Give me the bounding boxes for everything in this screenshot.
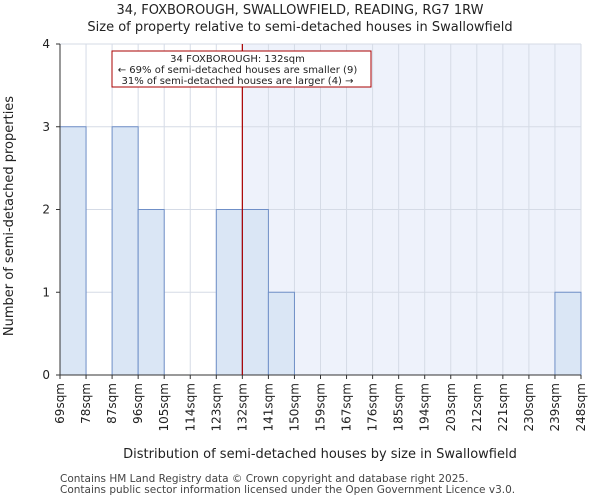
x-tick-label: 230sqm (522, 383, 536, 431)
bar-123sqm (215, 209, 243, 376)
annotation-line-3: 31% of semi-detached houses are larger (… (121, 76, 353, 87)
x-tick-label: 69sqm (53, 383, 67, 424)
x-tick-label: 114sqm (183, 383, 197, 431)
x-axis-label: Distribution of semi-detached houses by … (123, 447, 517, 462)
x-tick-label: 212sqm (470, 383, 484, 431)
footer-copyright: Contains HM Land Registry data © Crown c… (60, 473, 469, 485)
y-axis-label: Number of semi-detached properties (2, 96, 17, 336)
x-tick-label: 239sqm (548, 383, 562, 431)
x-tick-label: 123sqm (209, 383, 223, 431)
y-tick-label: 3 (42, 120, 50, 134)
x-tick-label: 96sqm (131, 383, 145, 424)
bar-132sqm (241, 209, 269, 376)
chart-title-line2: Size of property relative to semi-detach… (87, 20, 513, 35)
x-tick-label: 167sqm (340, 383, 354, 431)
bar-96sqm (137, 209, 165, 376)
bars (59, 126, 582, 376)
x-tick-label: 194sqm (418, 383, 432, 431)
x-tick-label: 248sqm (574, 383, 588, 431)
x-tick-label: 150sqm (287, 383, 301, 431)
y-tick-label: 0 (42, 368, 50, 382)
y-tick-label: 1 (42, 285, 50, 299)
x-tick-label: 176sqm (366, 383, 380, 431)
annotation-box (111, 50, 372, 88)
annotation-line-2: ← 69% of semi-detached houses are smalle… (118, 65, 358, 76)
annotation-line-1: 34 FOXBOROUGH: 132sqm (170, 54, 305, 65)
bar-69sqm (59, 126, 87, 376)
chart-title-line1: 34, FOXBOROUGH, SWALLOWFIELD, READING, R… (116, 3, 484, 18)
x-tick-label: 159sqm (314, 383, 328, 431)
x-tick-label: 141sqm (261, 383, 275, 431)
x-tick-label: 78sqm (79, 383, 93, 424)
y-tick-label: 4 (42, 37, 50, 51)
x-tick-label: 132sqm (235, 383, 249, 431)
bar-87sqm (111, 126, 139, 376)
property-marker: 34 FOXBOROUGH: 132sqm← 69% of semi-detac… (111, 44, 372, 375)
bar-239sqm (554, 291, 582, 376)
x-tick-label: 87sqm (105, 383, 119, 424)
bar-141sqm (267, 291, 295, 376)
x-tick-label: 105sqm (157, 383, 171, 431)
footer-licence: Contains public sector information licen… (60, 484, 516, 496)
x-tick-label: 221sqm (496, 383, 510, 431)
y-tick-label: 2 (42, 203, 50, 217)
axes: 0 1 2 3 4 69sqm 78sqm 87sqm 96sqm 105sqm 114sqm 123… (42, 37, 588, 431)
x-tick-label: 203sqm (444, 383, 458, 431)
x-tick-label: 185sqm (392, 383, 406, 431)
